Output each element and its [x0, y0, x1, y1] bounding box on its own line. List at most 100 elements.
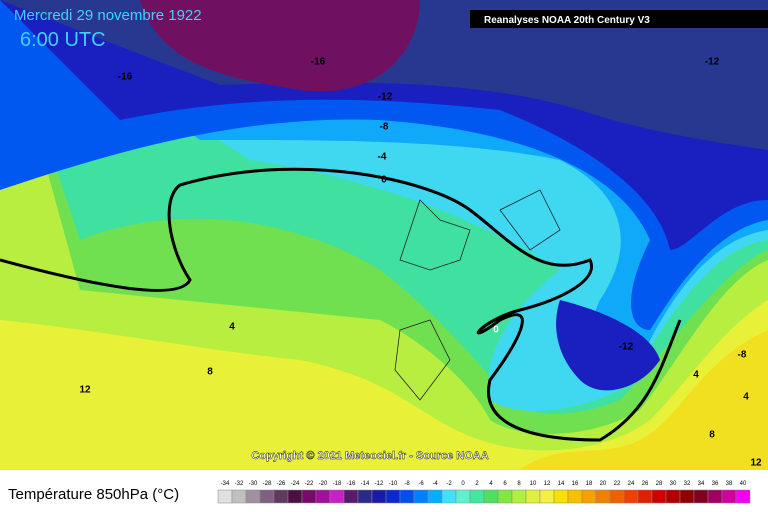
copyright: Copyright © 2021 Meteociel.fr - Source N…: [251, 450, 488, 462]
scale-label: 0: [461, 481, 465, 487]
scale-cell: [651, 489, 667, 504]
scale-label: 26: [642, 481, 649, 487]
scale-label: -8: [404, 481, 410, 487]
scale-cell: [679, 489, 695, 504]
scale-label: 38: [726, 481, 733, 487]
scale-cell: [371, 489, 387, 504]
scale-label: 32: [684, 481, 691, 487]
scale-label: -30: [249, 481, 258, 487]
legend-title: Température 850hPa (°C): [8, 486, 179, 503]
scale-label: 8: [517, 481, 521, 487]
scale-cell: [469, 489, 485, 504]
contour-label: 8: [207, 367, 213, 378]
contour-label: -12: [378, 92, 393, 103]
contour-label: 8: [709, 430, 715, 441]
scale-label: -4: [432, 481, 438, 487]
scale-label: 24: [628, 481, 635, 487]
scale-label: -18: [333, 481, 342, 487]
scale-cell: [357, 489, 373, 504]
scale-cell: [497, 489, 513, 504]
map-date: Mercredi 29 novembre 1922: [14, 7, 202, 24]
scale-label: -10: [389, 481, 398, 487]
scale-label: 36: [712, 481, 719, 487]
scale-cell: [735, 489, 751, 504]
scale-label: 20: [600, 481, 607, 487]
scale-cell: [343, 489, 359, 504]
scale-cell: [259, 489, 275, 504]
scale-label: -14: [361, 481, 370, 487]
scale-cell: [427, 489, 443, 504]
contour-label: -4: [378, 152, 387, 163]
scale-cell: [287, 489, 303, 504]
scale-cell: [637, 489, 653, 504]
scale-label: 30: [670, 481, 677, 487]
contour-label: 4: [229, 322, 235, 333]
color-scale: -34 -32 -30 -28 -26 -24 -22 -20 -18 -16 -14 -12 -10-…: [217, 481, 751, 504]
scale-label: -26: [277, 481, 286, 487]
scale-label: 6: [503, 481, 507, 487]
scale-label: -6: [418, 481, 424, 487]
scale-label: 4: [489, 481, 493, 487]
scale-cell: [539, 489, 555, 504]
scale-label: 18: [586, 481, 593, 487]
scale-cell: [483, 489, 499, 504]
band: [556, 300, 660, 391]
contour-label: 12: [79, 385, 91, 396]
contour-labels: -16 -16 -12 -12 -8 -4 0 0 4 8 12 -12 -8 …: [79, 57, 762, 469]
contour-label: -16: [118, 72, 133, 83]
scale-cell: [581, 489, 597, 504]
scale-cell: [441, 489, 457, 504]
scale-cell: [595, 489, 611, 504]
scale-label: 16: [572, 481, 579, 487]
contour-label: -12: [705, 57, 720, 68]
contour-label: 12: [750, 458, 762, 469]
scale-cell: [455, 489, 471, 504]
coastline: [394, 189, 561, 401]
scale-cell: [665, 489, 681, 504]
scale-label: -34: [221, 481, 230, 487]
scale-cell: [525, 489, 541, 504]
scale-cell: [301, 489, 317, 504]
contour-label: -8: [738, 350, 747, 361]
scale-label: -28: [263, 481, 272, 487]
scale-cell: [273, 489, 289, 504]
scale-label: 40: [740, 481, 747, 487]
contour-label: 0: [381, 175, 387, 186]
scale-cell: [707, 489, 723, 504]
scale-label: -20: [319, 481, 328, 487]
scale-cell: [413, 489, 429, 504]
scale-cell: [245, 489, 261, 504]
scale-cell: [511, 489, 527, 504]
scale-label: 10: [530, 481, 537, 487]
source-box: [470, 10, 768, 28]
band: [140, 0, 420, 92]
scale-cell: [217, 489, 233, 504]
contour-label: -8: [380, 122, 389, 133]
scale-cell: [315, 489, 331, 504]
source-label: Reanalyses NOAA 20th Century V3: [484, 15, 650, 26]
scale-label: 34: [698, 481, 705, 487]
scale-label: -12: [375, 481, 384, 487]
scale-cell: [231, 489, 247, 504]
contour-label: -12: [619, 342, 634, 353]
scale-cell: [567, 489, 583, 504]
scale-label: 12: [544, 481, 551, 487]
scale-label: -24: [291, 481, 300, 487]
scale-cell: [693, 489, 709, 504]
scale-label: -2: [446, 481, 452, 487]
scale-cell: [399, 489, 415, 504]
map-time: 6:00 UTC: [20, 29, 106, 51]
scale-label: 22: [614, 481, 621, 487]
contour-label: -16: [311, 57, 326, 68]
map-area: [0, 0, 768, 470]
scale-label: 28: [656, 481, 663, 487]
scale-label: 2: [475, 481, 479, 487]
zero-contour: [179, 167, 682, 442]
scale-cell: [385, 489, 401, 504]
scale-label: 14: [558, 481, 565, 487]
scale-label: -22: [305, 481, 314, 487]
scale-cell: [609, 489, 625, 504]
scale-cell: [721, 489, 737, 504]
contour-label: 0: [493, 325, 499, 336]
